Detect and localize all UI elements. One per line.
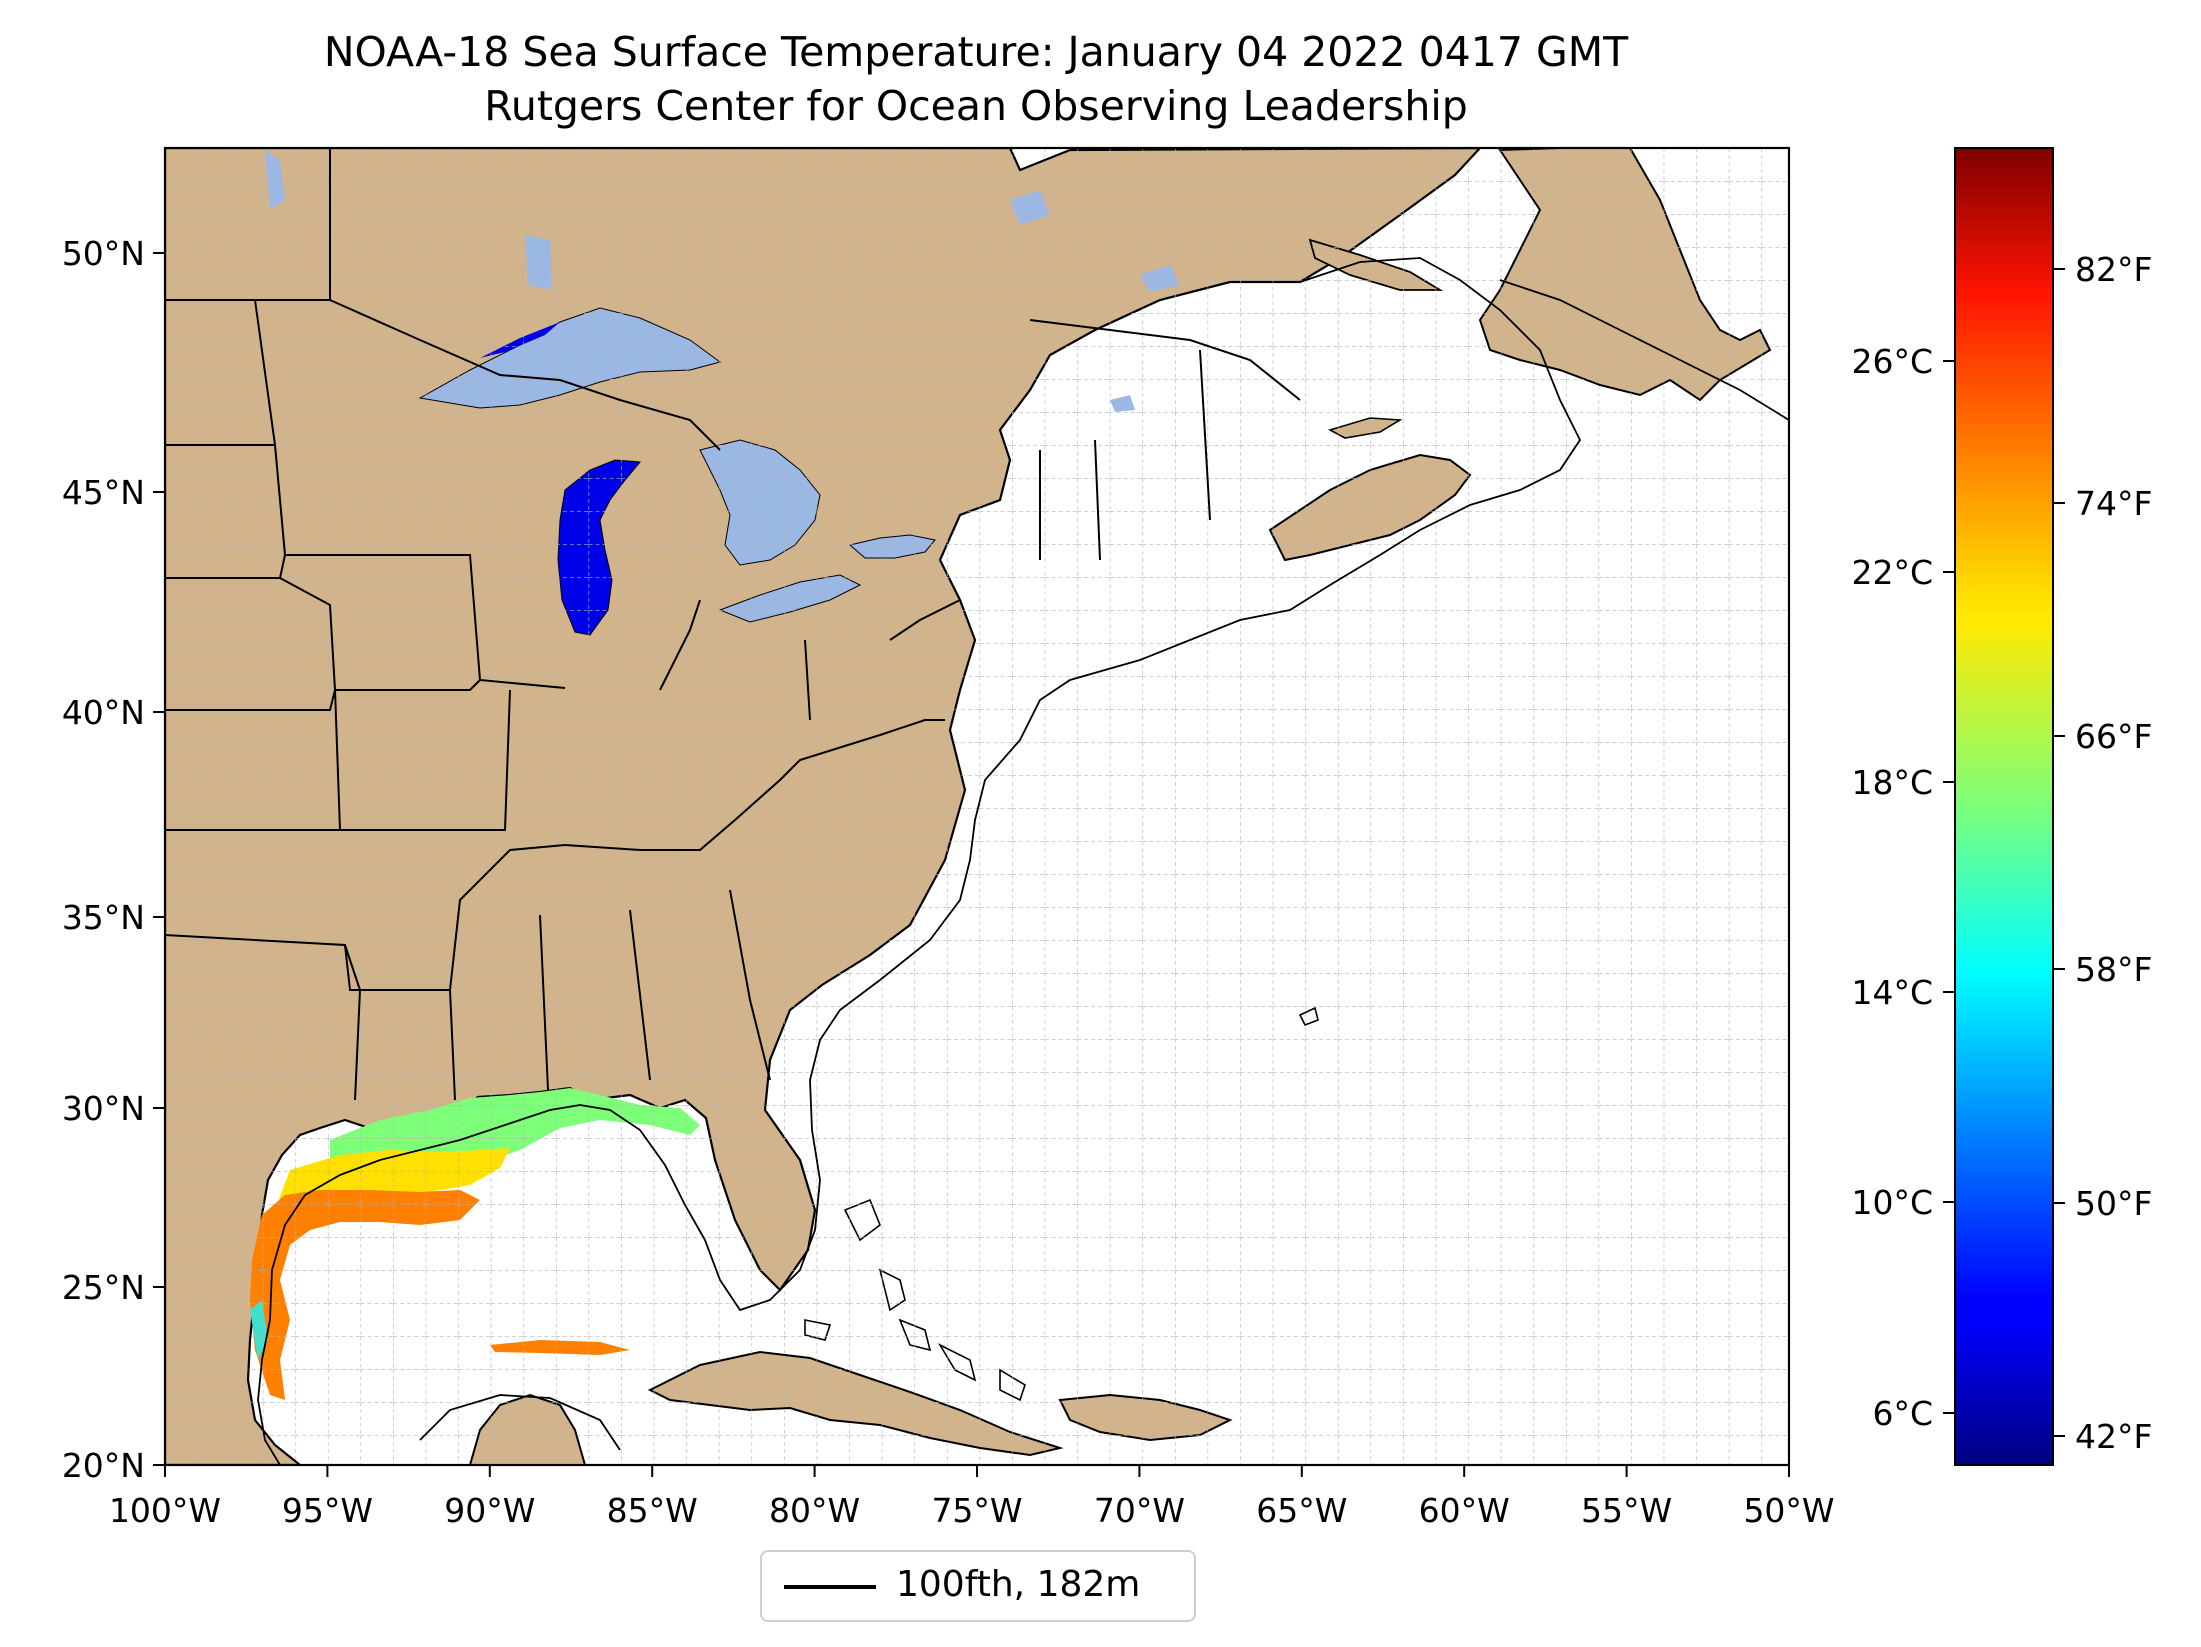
fahrenheit-tick-label: 58°F [2075,950,2152,989]
x-axis-ticks [164,1465,1790,1477]
chart-subtitle: Rutgers Center for Ocean Observing Leade… [484,82,1468,130]
y-tick-label: 45°N [62,473,145,512]
x-tick-label: 65°W [1256,1491,1347,1530]
x-tick-label: 85°W [607,1491,698,1530]
legend-label: 100fth, 182m [896,1564,1141,1605]
fahrenheit-tick-label: 42°F [2075,1417,2152,1456]
y-tick-label: 40°N [62,693,145,732]
fahrenheit-tick-label: 50°F [2075,1184,2152,1223]
celsius-tick-label: 18°C [1851,763,1933,802]
x-axis-labels: 100°W 95°W 90°W 85°W 80°W 75°W 70°W 65°W… [109,1491,1835,1530]
celsius-tick-label: 14°C [1851,973,1933,1012]
celsius-ticks [1943,360,1955,1414]
colorbar [1954,147,2054,1466]
celsius-tick-label: 6°C [1872,1394,1933,1433]
x-tick-label: 55°W [1581,1491,1672,1530]
y-tick-label: 30°N [62,1089,145,1128]
graticule [165,148,1789,1465]
fahrenheit-ticks [2053,268,2065,1437]
bathymetry-contour-100fth [257,257,1789,1465]
y-tick-label: 50°N [62,234,145,273]
legend: 100fth, 182m [760,1550,1196,1622]
legend-line-swatch [784,1585,876,1589]
celsius-tick-label: 26°C [1851,342,1933,381]
chart-title: NOAA-18 Sea Surface Temperature: January… [323,28,1629,76]
y-tick-label: 20°N [62,1446,145,1485]
x-tick-label: 60°W [1419,1491,1510,1530]
y-tick-label: 25°N [62,1268,145,1307]
x-tick-label: 100°W [109,1491,221,1530]
fahrenheit-labels: 42°F 50°F 58°F 66°F 74°F 82°F [2075,250,2152,1456]
x-tick-label: 70°W [1094,1491,1185,1530]
y-axis-ticks [153,252,165,1466]
fahrenheit-tick-label: 82°F [2075,250,2152,289]
political-borders [165,148,1301,1101]
fahrenheit-tick-label: 74°F [2075,484,2152,523]
x-tick-label: 50°W [1743,1491,1834,1530]
fahrenheit-tick-label: 66°F [2075,717,2152,756]
x-tick-label: 95°W [282,1491,373,1530]
y-axis-labels: 20°N 25°N 30°N 35°N 40°N 45°N 50°N [62,234,145,1485]
map-panel [165,148,1789,1465]
celsius-tick-label: 10°C [1851,1183,1933,1222]
x-tick-label: 80°W [769,1491,860,1530]
y-tick-label: 35°N [62,898,145,937]
celsius-labels: 6°C 10°C 14°C 18°C 22°C 26°C [1851,342,1933,1433]
celsius-tick-label: 22°C [1851,553,1933,592]
x-tick-label: 90°W [444,1491,535,1530]
x-tick-label: 75°W [931,1491,1022,1530]
